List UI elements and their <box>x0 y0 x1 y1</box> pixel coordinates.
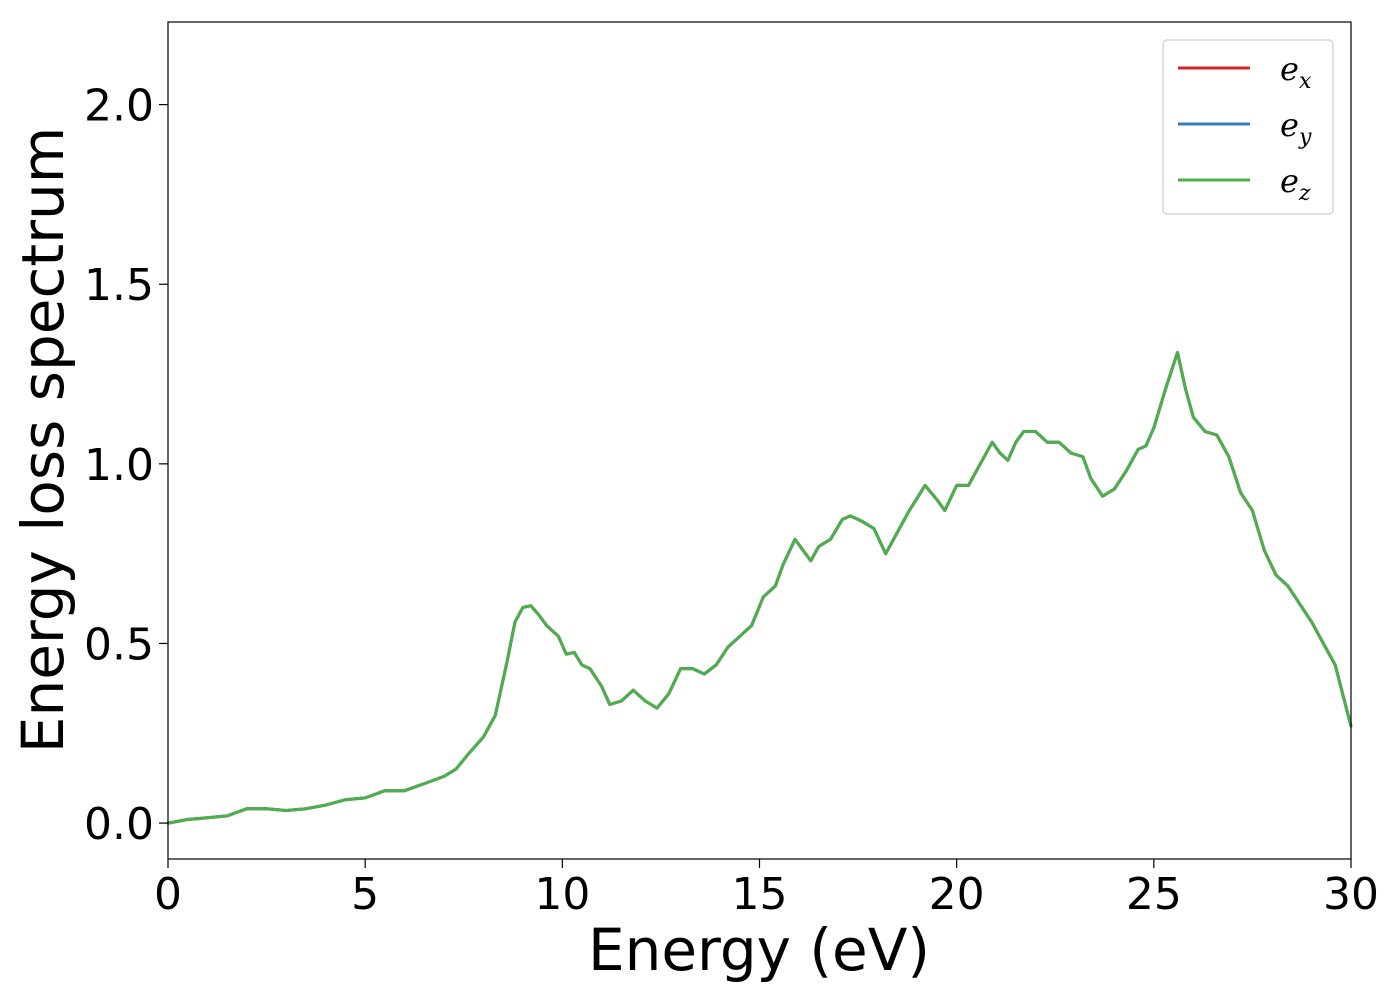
plot-background <box>168 22 1351 859</box>
legend-frame <box>1162 39 1334 215</box>
series-layer <box>166 351 1353 825</box>
series-line-e-z <box>166 351 1353 825</box>
legend-label-base: e <box>1280 50 1299 88</box>
y-axis-ticks: 0.0 0.5 1.0 1.5 2.0 <box>84 81 168 850</box>
legend-label-subscript: z <box>1298 181 1311 206</box>
legend-label-ey: ey <box>1280 106 1312 150</box>
y-tick-label: 1.5 <box>84 260 154 311</box>
y-tick-label: 2.0 <box>84 81 154 132</box>
x-tick-label: 20 <box>929 869 985 920</box>
y-tick-label: 0.0 <box>84 799 154 850</box>
y-tick-label: 1.0 <box>84 440 154 491</box>
legend-label-ex: ex <box>1280 50 1312 94</box>
x-tick-label: 0 <box>154 869 182 920</box>
x-tick-label: 10 <box>534 869 590 920</box>
x-tick-label: 25 <box>1126 869 1182 920</box>
legend-label-base: e <box>1280 162 1299 200</box>
y-axis-title: Energy loss spectrum <box>9 127 77 753</box>
x-axis-title: Energy (eV) <box>588 916 930 984</box>
x-tick-label: 30 <box>1323 869 1379 920</box>
legend-label-ez: ez <box>1280 162 1311 206</box>
legend-label-base: e <box>1280 106 1299 144</box>
y-tick-label: 0.5 <box>84 619 154 670</box>
legend-label-subscript: y <box>1298 125 1312 150</box>
x-tick-label: 15 <box>732 869 788 920</box>
legend-label-subscript: x <box>1299 69 1312 94</box>
x-tick-label: 5 <box>351 869 379 920</box>
x-axis-ticks: 0 5 10 15 20 25 30 <box>154 859 1379 920</box>
